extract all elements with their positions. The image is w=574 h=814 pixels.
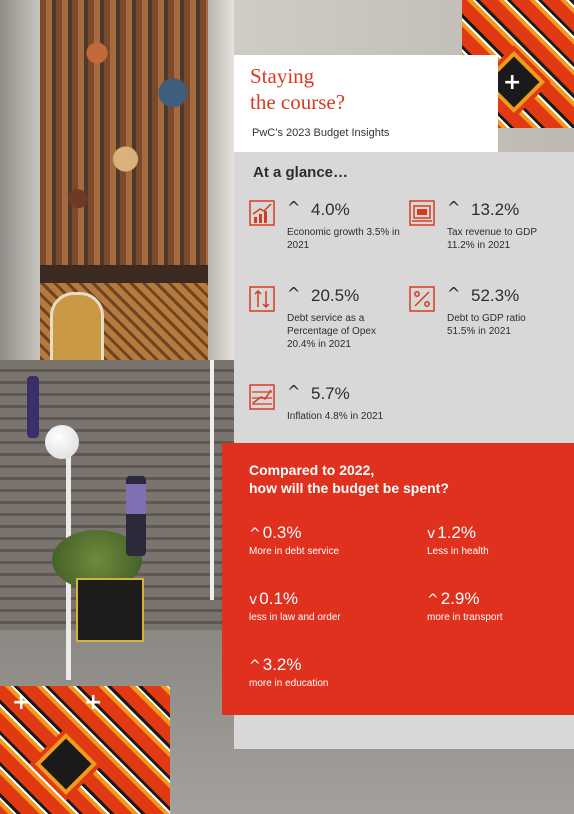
page-subtitle: PwC’s 2023 Budget Insights: [252, 127, 390, 139]
person-walking: [27, 376, 39, 438]
pattern-cross-icon: +: [84, 690, 103, 715]
title-card: Staying the course? PwC’s 2023 Budget In…: [234, 55, 498, 152]
budget-spending-panel: Compared to 2022, how will the budget be…: [222, 443, 574, 715]
budget-label: More in debt service: [249, 546, 340, 557]
person-climbing: [126, 476, 146, 556]
page-title: Staying the course?: [250, 64, 346, 114]
pattern-cross-icon: +: [503, 70, 522, 95]
stat-label: Debt to GDP ratio 51.5% in 2021: [447, 313, 526, 337]
pattern-cross-icon: +: [12, 690, 31, 715]
budget-value: 2.9%: [440, 589, 480, 608]
stat-label: Economic growth 3.5% in 2021: [287, 227, 400, 251]
debt-service-icon: [249, 286, 275, 312]
stat-value: 13.2%: [471, 200, 520, 219]
down-arrow-icon: v: [249, 592, 258, 608]
stat-value: 20.5%: [311, 286, 360, 305]
budget-value: 0.1%: [259, 589, 299, 608]
planter-box: [76, 578, 144, 642]
tribal-pattern-bottom-left: + +: [0, 686, 170, 814]
down-arrow-icon: v: [427, 526, 436, 542]
stat-label: Debt service as a Percentage of Opex 20.…: [287, 313, 376, 350]
inflation-icon: [249, 384, 275, 410]
lamp-globe: [45, 425, 79, 459]
flag-pole: [210, 360, 214, 600]
budget-value: 0.3%: [262, 523, 302, 542]
budget-value: 3.2%: [262, 655, 302, 674]
budget-label: more in transport: [427, 612, 503, 623]
stat-label: Tax revenue to GDP 11.2% in 2021: [447, 227, 537, 251]
percentage-icon: [409, 286, 435, 312]
tax-revenue-icon: [409, 200, 435, 226]
up-arrow-icon: ^: [249, 526, 261, 542]
left-pillar: [0, 0, 40, 390]
budget-item-debt-service: ^ 0.3% More in debt service: [249, 523, 339, 557]
parliament-mural: [40, 0, 230, 265]
budget-label: less in law and order: [249, 612, 341, 623]
up-arrow-icon: ^: [287, 198, 301, 217]
mural-band: [40, 265, 230, 283]
stat-value: 5.7%: [311, 384, 350, 403]
budget-label: more in education: [249, 678, 329, 689]
budget-item-health: v 1.2% Less in health: [427, 523, 489, 557]
up-arrow-icon: ^: [287, 382, 301, 401]
budget-item-education: ^ 3.2% more in education: [249, 655, 329, 689]
budget-label: Less in health: [427, 546, 489, 557]
budget-value: 1.2%: [437, 523, 477, 542]
budget-item-law-and-order: v 0.1% less in law and order: [249, 589, 341, 623]
up-arrow-icon: ^: [287, 284, 301, 303]
pattern-fill: [0, 686, 170, 814]
growth-chart-icon: [249, 200, 275, 226]
budget-item-transport: ^ 2.9% more in transport: [427, 589, 503, 623]
stat-value: 4.0%: [311, 200, 350, 219]
up-arrow-icon: ^: [249, 658, 261, 674]
arched-doorway: [50, 292, 104, 370]
glance-title: At a glance…: [253, 164, 349, 181]
shirt: [126, 484, 146, 514]
up-arrow-icon: ^: [427, 592, 439, 608]
stat-value: 52.3%: [471, 286, 520, 305]
up-arrow-icon: ^: [447, 198, 461, 217]
up-arrow-icon: ^: [447, 284, 461, 303]
stat-label: Inflation 4.8% in 2021: [287, 411, 384, 422]
budget-title: Compared to 2022, how will the budget be…: [249, 462, 449, 496]
